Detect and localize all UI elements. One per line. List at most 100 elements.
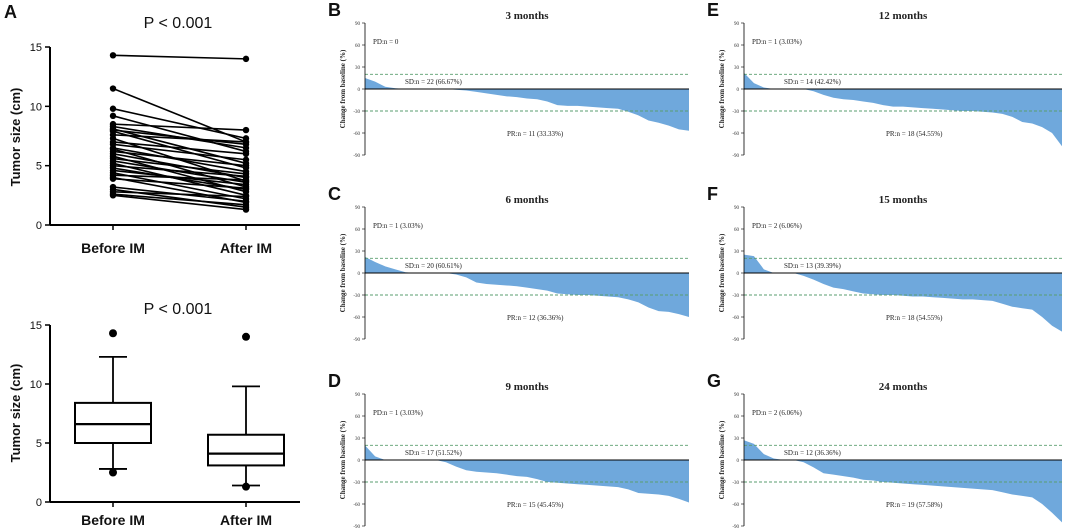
pair-line — [112, 147, 247, 173]
y-tick-label: -90 — [732, 338, 739, 343]
waterfall-title: 12 months — [879, 10, 928, 22]
annotation-sd: SD:n = 17 (51.52%) — [405, 449, 463, 457]
pair-line — [112, 129, 247, 146]
pair-line — [112, 115, 247, 153]
pair-line — [112, 174, 247, 181]
box-outlier — [242, 332, 250, 341]
y-tick-label: -30 — [353, 481, 360, 486]
waterfall-chart-6-months: 6 months 90 60 30 0 -30 -60 -90 Change from base… — [339, 194, 689, 343]
waterfall-y-axis-label: Change from baseline (%) — [718, 233, 726, 312]
y-tick-label: 30 — [734, 437, 740, 442]
panel-label-c: C — [328, 184, 341, 204]
data-point-after — [242, 201, 250, 209]
y-tick-label: 0 — [36, 220, 42, 232]
waterfall-area — [744, 254, 1062, 332]
waterfall-y-axis-label: Change from baseline (%) — [339, 49, 347, 128]
y-tick-label: 60 — [355, 228, 361, 233]
waterfall-title: 3 months — [505, 10, 549, 22]
paired-line-chart: P < 0.001 Tumor size (cm) Before IM Afte… — [8, 15, 300, 256]
paired-chart-title: P < 0.001 — [144, 15, 213, 32]
panel-label-a: A — [4, 2, 17, 22]
box-outlier — [242, 482, 250, 491]
y-tick-label: 60 — [734, 415, 740, 420]
pair-line — [112, 134, 247, 143]
data-point-after — [242, 55, 250, 63]
y-tick-label: 30 — [355, 250, 361, 255]
pair-line — [112, 107, 247, 140]
pair-line — [112, 141, 247, 155]
y-tick-label: 60 — [355, 415, 361, 420]
pair-line — [112, 148, 247, 188]
data-point-after — [242, 138, 250, 146]
panel-label-b: B — [328, 0, 341, 20]
y-tick-label: 5 — [36, 438, 42, 450]
data-point-after — [242, 126, 250, 134]
annotation-pd: PD:n = 2 (6.06%) — [752, 409, 803, 417]
box-y-axis-label: Tumor size (cm) — [8, 364, 23, 463]
y-tick-label: 60 — [734, 228, 740, 233]
annotation-pr: PR:n = 15 (45.45%) — [507, 501, 564, 509]
y-tick-label: -30 — [353, 110, 360, 115]
annotation-pd: PD:n = 1 (3.03%) — [373, 222, 424, 230]
y-tick-label: 90 — [734, 206, 740, 211]
panel-label-f: F — [707, 184, 718, 204]
waterfall-area — [365, 445, 689, 503]
annotation-sd: SD:n = 14 (42.42%) — [784, 78, 842, 86]
box-outlier — [109, 468, 117, 477]
box-x-label-after: After IM — [220, 512, 272, 528]
box-iqr — [74, 401, 152, 445]
waterfall-title: 9 months — [505, 381, 549, 393]
data-point-before — [109, 175, 117, 182]
waterfall-chart-12-months: 12 months 90 60 30 0 -30 -60 -90 Change from bas… — [718, 10, 1062, 159]
y-tick-label: 0 — [737, 88, 740, 93]
waterfall-y-axis-label: Change from baseline (%) — [339, 420, 347, 499]
y-tick-label: 0 — [737, 459, 740, 464]
y-tick-label: -30 — [353, 294, 360, 299]
pair-line — [112, 190, 247, 198]
waterfall-area — [744, 440, 1062, 523]
paired-x-label-before: Before IM — [81, 240, 145, 256]
y-tick-label: 30 — [734, 250, 740, 255]
annotation-pd: PD:n = 2 (6.06%) — [752, 222, 803, 230]
annotation-pr: PR:n = 11 (33.33%) — [507, 130, 564, 138]
waterfall-chart-9-months: 9 months 90 60 30 0 -30 -60 -90 Change from base… — [339, 381, 689, 530]
waterfall-y-axis-label: Change from baseline (%) — [718, 49, 726, 128]
annotation-pr: PR:n = 18 (54.55%) — [886, 314, 943, 322]
data-point-before — [109, 52, 117, 59]
y-tick-label: -30 — [732, 481, 739, 486]
y-tick-label: -60 — [353, 316, 360, 321]
panel-label-d: D — [328, 371, 341, 391]
data-point-before — [109, 112, 117, 120]
waterfall-chart-24-months: 24 months 90 60 30 0 -30 -60 -90 Change from bas… — [718, 381, 1062, 530]
y-tick-label: 10 — [30, 101, 42, 113]
y-tick-label: -30 — [732, 110, 739, 115]
waterfall-area — [744, 72, 1062, 147]
y-tick-label: 0 — [36, 497, 42, 509]
y-tick-label: 15 — [30, 320, 42, 332]
y-tick-label: 90 — [355, 393, 361, 398]
y-tick-label: 5 — [36, 161, 42, 173]
annotation-sd: SD:n = 12 (36.36%) — [784, 449, 842, 457]
y-tick-label: -60 — [732, 503, 739, 508]
y-tick-label: 0 — [358, 459, 361, 464]
annotation-pr: PR:n = 12 (36.36%) — [507, 314, 564, 322]
annotation-sd: SD:n = 22 (66.67%) — [405, 78, 463, 86]
data-point-before — [109, 85, 117, 92]
box-plot-chart: P < 0.001 Tumor size (cm) Before IM Afte… — [8, 301, 300, 528]
annotation-pr: PR:n = 18 (54.55%) — [886, 130, 943, 138]
pair-line — [112, 172, 247, 200]
y-tick-label: 0 — [737, 272, 740, 277]
y-tick-label: 60 — [734, 44, 740, 49]
y-tick-label: 90 — [734, 393, 740, 398]
pair-line — [112, 194, 247, 211]
waterfall-y-axis-label: Change from baseline (%) — [339, 233, 347, 312]
panel-label-e: E — [707, 0, 719, 20]
pair-line — [112, 143, 247, 161]
pair-line — [112, 150, 247, 167]
data-point-after — [242, 176, 250, 184]
pair-line — [112, 130, 247, 169]
y-tick-label: 90 — [355, 22, 361, 27]
y-tick-label: -30 — [732, 294, 739, 299]
box-chart-title: P < 0.001 — [144, 301, 213, 318]
annotation-sd: SD:n = 13 (39.39%) — [784, 262, 842, 270]
